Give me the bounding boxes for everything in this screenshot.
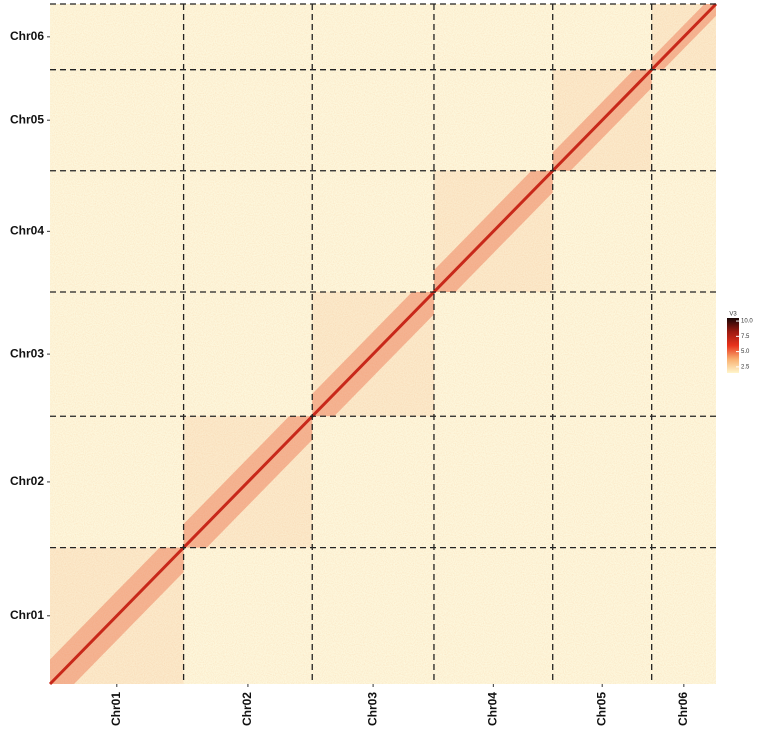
y-tick-label: Chr05 [10, 112, 44, 126]
colorbar-tick-label: 5.0 [741, 349, 750, 355]
x-tick-label: Chr06 [676, 692, 690, 726]
y-tick-label: Chr04 [10, 224, 44, 238]
x-tick-label: Chr01 [109, 692, 123, 726]
y-tick-label: Chr01 [10, 608, 44, 622]
y-tick-label: Chr02 [10, 474, 44, 488]
y-tick-label: Chr03 [10, 346, 44, 360]
colorbar [727, 318, 739, 373]
x-tick-label: Chr04 [486, 692, 500, 726]
y-tick-label: Chr06 [10, 29, 44, 43]
diagonal [48, 2, 718, 686]
colorbar-title: V3 [729, 312, 737, 318]
x-tick-label: Chr05 [594, 692, 608, 726]
colorbar-tick-label: 7.5 [741, 334, 750, 340]
colorbar-tick-label: 10.0 [741, 319, 753, 325]
colorbar-tick-label: 2.5 [741, 364, 750, 370]
x-tick-label: Chr03 [365, 692, 379, 726]
x-tick-label: Chr02 [240, 692, 254, 726]
